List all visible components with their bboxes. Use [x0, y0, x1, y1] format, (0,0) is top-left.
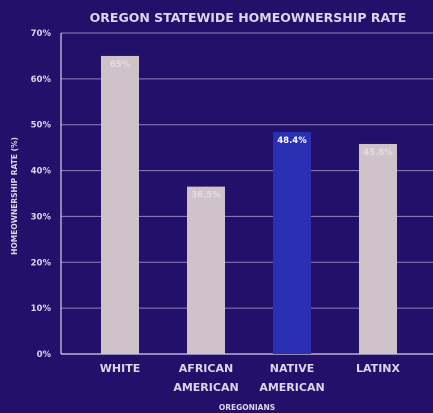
bar-layer: [101, 55, 397, 355]
bar-value-label: 65%: [110, 60, 131, 70]
y-axis-title: HOMEOWNERSHIP RATE (%): [10, 137, 19, 255]
x-category-label: LATINX: [356, 362, 400, 375]
bar: [187, 186, 225, 354]
y-tick-label: 50%: [31, 121, 52, 131]
y-tick-label: 0%: [37, 350, 52, 360]
chart-title: OREGON STATEWIDE HOMEOWNERSHIP RATE: [90, 10, 407, 25]
y-tick-label: 20%: [31, 258, 52, 268]
x-category-label: NATIVE: [270, 362, 315, 375]
x-category-label: AMERICAN: [173, 381, 238, 394]
bar: [273, 132, 311, 354]
label-layer: 0% 10% 20% 30% 40% 50% 60% 70% 65% WHITE 36.5% AFRI…: [31, 29, 401, 394]
x-category-label: AMERICAN: [259, 381, 324, 394]
y-tick-label: 70%: [31, 29, 52, 39]
bar: [101, 55, 139, 355]
bar: [359, 143, 397, 354]
y-tick-label: 30%: [31, 212, 52, 222]
bar-value-label: 48.4%: [277, 136, 307, 146]
bar-value-label: 45.8%: [363, 148, 393, 158]
bar-value-label: 36.5%: [191, 191, 221, 201]
x-category-label: WHITE: [100, 362, 140, 375]
y-tick-label: 60%: [31, 75, 52, 85]
x-category-label: AFRICAN: [179, 362, 233, 375]
y-tick-label: 10%: [31, 304, 52, 314]
y-tick-label: 40%: [31, 167, 52, 177]
x-axis-title: OREGONIANS: [219, 403, 275, 412]
